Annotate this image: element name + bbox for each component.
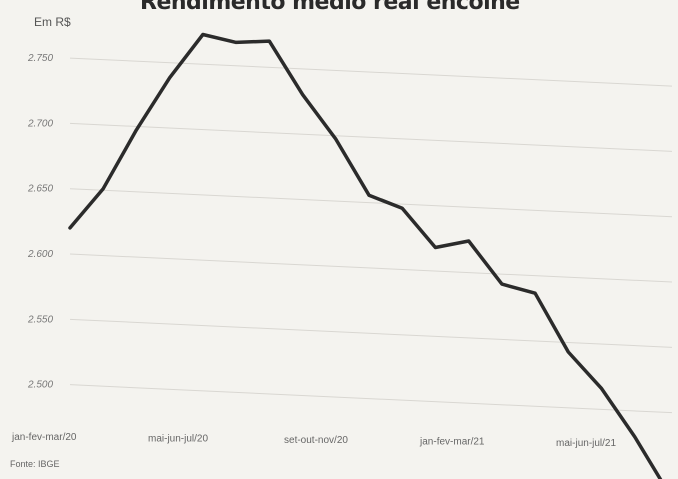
- y-tick-label: 2.700: [27, 118, 53, 129]
- chart-title: Rendimento médio real encolhe: [140, 0, 520, 15]
- grid-line: [69, 384, 673, 414]
- series-lines: [68, 32, 663, 479]
- y-tick-label: 2.750: [27, 53, 53, 64]
- x-tick-label: mai-jun-jul/20: [148, 434, 208, 445]
- x-tick-label: jan-fev-mar/20: [11, 432, 77, 443]
- y-tick-label: 2.550: [27, 314, 53, 325]
- unit-label: Em R$: [34, 15, 71, 29]
- y-tick-label: 2.600: [27, 249, 53, 260]
- y-tick-label: 2.650: [27, 184, 53, 195]
- series-line: [68, 32, 663, 479]
- source-note: Fonte: IBGE: [10, 459, 60, 469]
- x-tick-label: mai-jun-jul/21: [556, 438, 616, 449]
- x-tick-label: set-out-nov/20: [284, 435, 348, 446]
- y-tick-label: 2.500: [27, 380, 53, 391]
- y-axis-ticks: 2.750 2.700 2.650 2.600 2.550 2.500: [27, 53, 53, 391]
- grid-line: [69, 318, 673, 348]
- grid-line: [69, 188, 673, 218]
- x-axis-ticks: jan-fev-mar/20 mai-jun-jul/20 set-out-nov/…: [11, 432, 616, 449]
- x-tick-label: jan-fev-mar/21: [419, 437, 485, 448]
- grid-line: [69, 122, 673, 152]
- grid-lines: [69, 57, 673, 414]
- grid-line: [69, 57, 673, 87]
- grid-line: [69, 253, 673, 283]
